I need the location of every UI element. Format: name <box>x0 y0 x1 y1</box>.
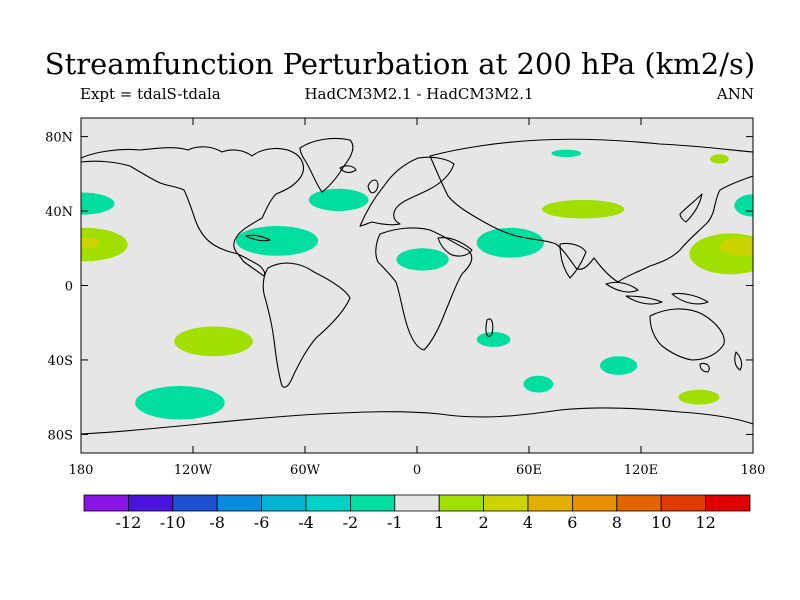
y-tick-label: 80S <box>48 428 73 443</box>
colorbar-swatch <box>483 494 529 512</box>
colorbar-label: -6 <box>254 513 270 532</box>
anomaly-ne-pacific-low <box>81 192 115 215</box>
colorbar-label: 2 <box>479 513 489 532</box>
colorbar: -12 -10 -8 -6 -4 -2 -1 1 2 4 6 8 10 12 <box>83 494 751 532</box>
anomaly-nw-pacific-high <box>710 154 729 164</box>
x-tick-label: 180 <box>741 463 766 478</box>
x-tick-label: 60E <box>516 463 542 478</box>
map-title: Streamfunction Perturbation at 200 hPa (… <box>44 47 756 81</box>
axis-ticks: 180 120W 60W 0 60E 120E 180 80N 40N 0 40S 80S <box>45 118 765 478</box>
colorbar-swatch <box>127 494 174 512</box>
y-tick-label: 0 <box>65 280 73 295</box>
x-tick-label: 180 <box>69 463 94 478</box>
colorbar-label: -10 <box>160 513 186 532</box>
colorbar-swatch <box>438 494 485 512</box>
colorbar-label: 6 <box>567 513 577 532</box>
colorbar-label: -4 <box>298 513 314 532</box>
anomaly-arabia-low <box>476 227 544 258</box>
experiment-label: Expt = tdalS-tdala <box>80 85 221 103</box>
colorbar-swatch <box>261 494 307 512</box>
colorbar-label: -8 <box>209 513 225 532</box>
y-tick-label: 40S <box>48 354 73 369</box>
coastlines <box>81 137 753 435</box>
colorbar-label: -12 <box>116 513 142 532</box>
x-tick-label: 120E <box>624 463 658 478</box>
x-tick-label: 120W <box>174 463 213 478</box>
colorbar-swatch <box>660 494 707 512</box>
x-tick-label: 60W <box>290 463 321 478</box>
colorbar-swatch <box>305 494 351 512</box>
x-tick-label: 0 <box>413 463 421 478</box>
colorbar-swatch <box>394 494 440 512</box>
colorbar-swatch <box>216 494 262 512</box>
season-label: ANN <box>716 85 754 103</box>
anomaly-e-pacific-high <box>81 227 128 262</box>
colorbar-label: 1 <box>434 513 444 532</box>
anomaly-caribbean-low <box>235 225 319 256</box>
model-label: HadCM3M2.1 - HadCM3M2.1 <box>304 85 534 103</box>
colorbar-swatch <box>616 494 662 512</box>
anomaly-e-pacific-high-core <box>81 237 100 249</box>
anomaly-w-pacific-high-core <box>719 237 753 256</box>
anomaly-s-africa-low <box>476 332 511 347</box>
anomaly-s-pacific-high <box>174 326 253 357</box>
colorbar-swatch <box>527 494 573 512</box>
colorbar-label: -2 <box>343 513 359 532</box>
anomaly-australia-sw-low <box>599 356 638 375</box>
colorbar-swatch <box>172 494 218 512</box>
y-tick-label: 80N <box>45 131 73 146</box>
colorbar-label: 8 <box>612 513 622 532</box>
colorbar-swatch <box>705 494 751 512</box>
colorbar-label: 10 <box>651 513 671 532</box>
anomaly-n-atlantic-low <box>308 188 369 212</box>
y-tick-label: 40N <box>45 205 73 220</box>
colorbar-swatch <box>572 494 618 512</box>
colorbar-label: 12 <box>695 513 715 532</box>
anomaly-indian-ocean-low <box>523 375 554 393</box>
anomaly-w-africa-low <box>396 248 449 271</box>
colorbar-label: 4 <box>523 513 533 532</box>
anomaly-s-pacific-low <box>135 386 225 420</box>
colorbar-swatch <box>349 494 396 512</box>
colorbar-swatch <box>83 494 129 512</box>
anomaly-asia-high <box>542 199 625 219</box>
anomaly-tasman-high <box>678 389 720 405</box>
anomaly-layer <box>81 149 753 420</box>
colorbar-label: -1 <box>387 513 403 532</box>
anomaly-arctic-low <box>551 149 582 158</box>
